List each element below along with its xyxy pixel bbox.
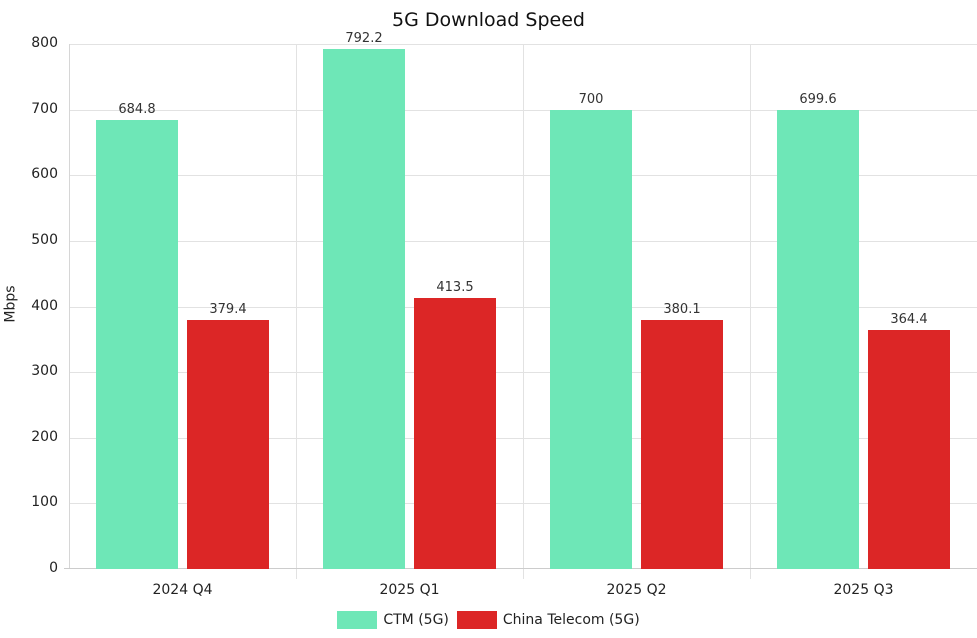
bar-china-telecom[interactable] — [414, 298, 496, 569]
y-tick-label: 800 — [31, 35, 58, 51]
bar-china-telecom[interactable] — [187, 320, 269, 569]
legend-item-ctm[interactable]: CTM (5G) — [337, 611, 449, 629]
x-tick-label: 2024 Q4 — [152, 582, 213, 598]
y-axis-line — [69, 44, 70, 569]
y-axis-label: Mbps — [2, 285, 19, 323]
bar-china-telecom[interactable] — [868, 330, 950, 569]
bar-value-label: 699.6 — [799, 92, 837, 107]
bar-ctm[interactable] — [96, 120, 178, 569]
y-tick-label: 200 — [31, 429, 58, 445]
bar-ctm[interactable] — [550, 110, 632, 569]
x-tick-label: 2025 Q1 — [379, 582, 440, 598]
bar-value-label: 364.4 — [890, 312, 928, 327]
bar-value-label: 700 — [578, 92, 604, 107]
x-tick-label: 2025 Q2 — [606, 582, 667, 598]
bar-china-telecom[interactable] — [641, 320, 723, 569]
x-axis-line — [64, 568, 977, 569]
bar-ctm[interactable] — [777, 110, 859, 569]
y-tick-label: 400 — [31, 298, 58, 314]
chart-title: 5G Download Speed — [392, 9, 585, 31]
bar-ctm[interactable] — [323, 49, 405, 569]
bar-value-label: 684.8 — [118, 102, 156, 117]
v-gridline — [750, 44, 751, 579]
bar-value-label: 792.2 — [345, 31, 383, 46]
v-gridline — [523, 44, 524, 579]
x-tick-label: 2025 Q3 — [833, 582, 894, 598]
y-tick-label: 600 — [31, 166, 58, 182]
bar-value-label: 413.5 — [436, 280, 474, 295]
legend-item-china-telecom[interactable]: China Telecom (5G) — [456, 611, 640, 629]
legend-label-china-telecom: China Telecom (5G) — [502, 612, 640, 628]
legend-label-ctm: CTM (5G) — [383, 612, 449, 628]
legend-swatch-china-telecom — [456, 611, 497, 629]
legend: CTM (5G) China Telecom (5G) — [0, 611, 977, 629]
bar-value-label: 380.1 — [663, 302, 701, 317]
y-tick-label: 100 — [31, 494, 58, 510]
y-tick-label: 0 — [49, 560, 58, 576]
y-tick-label: 500 — [31, 232, 58, 248]
legend-swatch-ctm — [337, 611, 378, 629]
y-tick-label: 700 — [31, 101, 58, 117]
bar-value-label: 379.4 — [209, 302, 247, 317]
y-tick-label: 300 — [31, 363, 58, 379]
v-gridline — [296, 44, 297, 579]
